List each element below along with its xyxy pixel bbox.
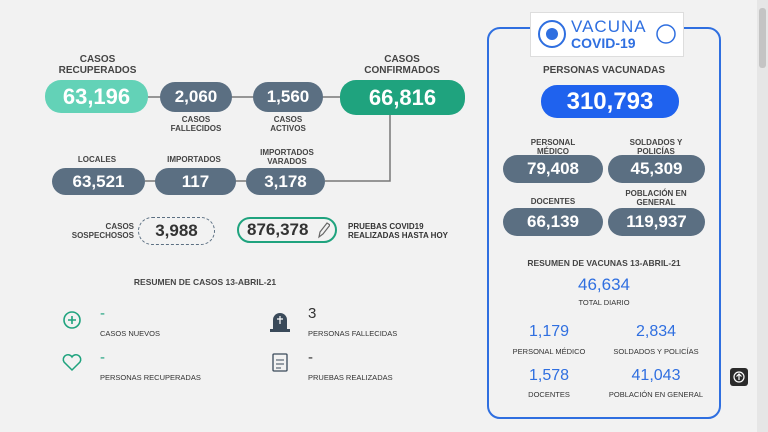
value-pill: 2,060	[160, 82, 232, 112]
value-pill: 3,988	[138, 217, 215, 245]
value-pill: 3,178	[246, 168, 325, 195]
label: SOLDADOS Y POLICÍAS	[629, 138, 683, 156]
value-pill: 876,378	[237, 217, 337, 243]
label: POBLACIÓN EN GENERAL	[625, 189, 687, 207]
value-pill: 63,196	[45, 80, 148, 113]
summary-value: -	[100, 305, 105, 322]
label: IMPORTADOS VARADOS	[260, 148, 314, 166]
label: PERSONAL MÉDICO	[530, 138, 576, 156]
label: IMPORTADOS	[167, 155, 221, 164]
value-pill: 45,309	[608, 155, 705, 183]
value-pill: 117	[155, 168, 236, 195]
label: LOCALES	[77, 155, 117, 164]
section-title: RESUMEN DE CASOS 13-ABRIL-21	[133, 277, 277, 287]
value-pill: 66,139	[503, 208, 603, 236]
daily-label: DOCENTES	[528, 390, 570, 399]
pencil-icon	[318, 222, 330, 239]
summary-label: CASOS NUEVOS	[100, 329, 161, 338]
daily-label: PERSONAL MÉDICO	[512, 347, 586, 356]
value-pill: 1,560	[253, 82, 323, 112]
daily-value: 1,578	[528, 367, 570, 384]
value-pill: 310,793	[541, 85, 679, 118]
summary-value: -	[100, 349, 105, 366]
daily-value: 2,834	[635, 323, 677, 340]
daily-value: 46,634	[578, 275, 630, 294]
section-title: PERSONAS VACUNADAS	[542, 65, 666, 76]
logo: VACUNA COVID-19	[530, 12, 684, 57]
daily-label: SOLDADOS Y POLICÍAS	[613, 347, 699, 356]
label: CASOS CONFIRMADOS	[364, 54, 440, 76]
daily-label: POBLACIÓN EN GENERAL	[608, 390, 704, 399]
daily-label: TOTAL DIARIO	[578, 298, 630, 307]
label: CASOS SOSPECHOSOS	[71, 222, 134, 240]
logo-icon	[538, 20, 566, 48]
summary-label: PERSONAS RECUPERADAS	[100, 373, 201, 382]
flag-icon	[656, 24, 676, 44]
summary-label: PRUEBAS REALIZADAS	[308, 373, 393, 382]
value-pill: 119,937	[608, 208, 705, 236]
logo-text: VACUNA	[571, 17, 647, 36]
daily-value: 41,043	[631, 367, 681, 384]
logo-text: COVID-19	[571, 35, 636, 51]
summary-value: -	[308, 349, 313, 366]
value-pill: 66,816	[340, 80, 465, 115]
summary-value: 3	[308, 305, 317, 322]
section-title: RESUMEN DE VACUNAS 13-ABRIL-21	[527, 258, 681, 268]
value-pill: 79,408	[503, 155, 603, 183]
label: PRUEBAS COVID19 REALIZADAS HASTA HOY	[348, 222, 448, 240]
value-pill: 63,521	[52, 168, 145, 195]
daily-value: 1,179	[528, 323, 570, 340]
label: CASOS FALLECIDOS	[170, 115, 222, 133]
summary-label: PERSONAS FALLECIDAS	[308, 329, 398, 338]
label: CASOS RECUPERADOS	[58, 54, 137, 76]
label: CASOS ACTIVOS	[270, 115, 306, 133]
label: DOCENTES	[530, 197, 576, 206]
